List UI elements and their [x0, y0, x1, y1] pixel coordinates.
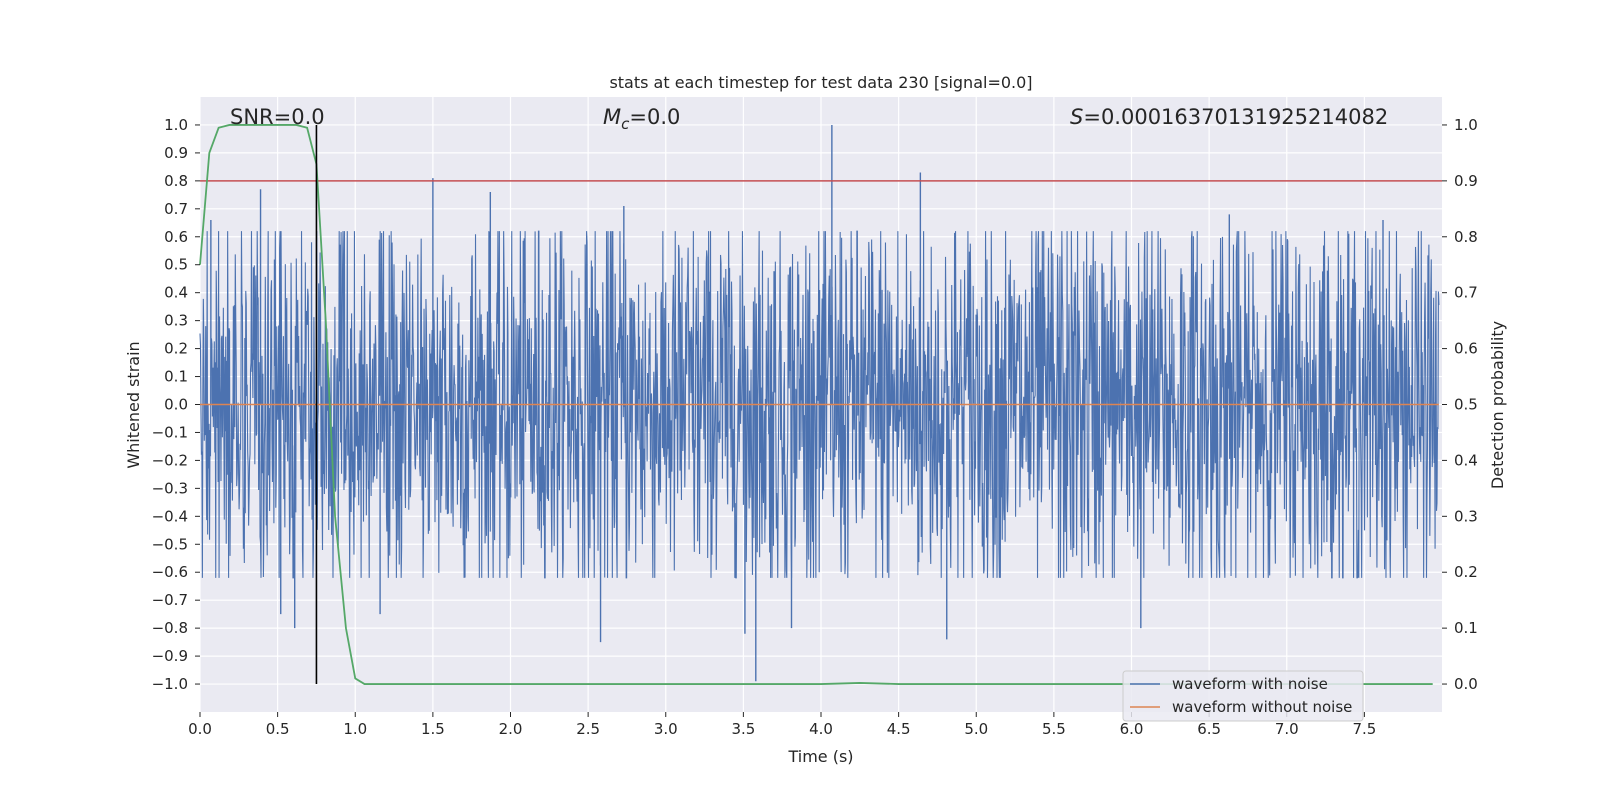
- y-tick-label-6: 0.4: [164, 284, 188, 302]
- y2-tick-label-9: 0.1: [1454, 619, 1478, 637]
- y-tick-label-0: 1.0: [164, 116, 188, 134]
- x-tick-label-10: 5.0: [964, 720, 988, 738]
- y-tick-label-12: −0.2: [152, 451, 188, 469]
- x-tick-label-7: 3.5: [731, 720, 755, 738]
- x-tick-label-0: 0.0: [188, 720, 212, 738]
- y-tick-label-15: −0.5: [152, 535, 188, 553]
- x-tick-label-11: 5.5: [1042, 720, 1066, 738]
- x-tick-label-8: 4.0: [809, 720, 833, 738]
- s-annotation: S=0.00016370131925214082: [1070, 105, 1388, 129]
- x-tick-label-9: 4.5: [887, 720, 911, 738]
- y-tick-label-9: 0.1: [164, 368, 188, 386]
- legend: waveform with noise waveform without noi…: [1122, 670, 1364, 722]
- y-tick-label-10: 0.0: [164, 396, 188, 414]
- legend-box: [1122, 670, 1364, 722]
- x-tick-label-6: 3.0: [654, 720, 678, 738]
- noise-trace: [199, 230, 1440, 579]
- y-tick-label-7: 0.3: [164, 312, 188, 330]
- y-tick-label-8: 0.2: [164, 340, 188, 358]
- overlay-lines: [199, 124, 1442, 685]
- chirp-mass-subscript: c: [621, 115, 630, 133]
- chirp-mass-annotation: Mc=0.0: [603, 105, 680, 133]
- y-tick-label-1: 0.9: [164, 144, 188, 162]
- y2-tick-label-10: 0.0: [1454, 675, 1478, 693]
- x-tick-label-1: 0.5: [266, 720, 290, 738]
- x-tick-label-3: 1.5: [421, 720, 445, 738]
- y2-tick-label-1: 0.9: [1454, 172, 1478, 190]
- chirp-mass-symbol: M: [603, 105, 621, 129]
- legend-label-clean: waveform without noise: [1172, 698, 1352, 716]
- x-tick-label-13: 6.5: [1197, 720, 1221, 738]
- y-tick-label-18: −0.8: [152, 619, 188, 637]
- chart-title: stats at each timestep for test data 230…: [609, 73, 1032, 92]
- y-tick-label-4: 0.6: [164, 228, 188, 246]
- y-tick-label-3: 0.7: [164, 200, 188, 218]
- y-tick-label-16: −0.6: [152, 563, 188, 581]
- x-tick-label-15: 7.5: [1352, 720, 1376, 738]
- s-value: =0.00016370131925214082: [1083, 105, 1388, 129]
- y2-tick-label-3: 0.7: [1454, 284, 1478, 302]
- y-axis-ticks: 1.0 0.9 0.8 0.7 0.6 0.5 0.4 0.3 0.2 0.1 0.0 −0.1 −0.…: [152, 116, 200, 693]
- detection-probability-line: [199, 124, 1433, 685]
- snr-annotation: SNR=0.0: [230, 105, 325, 129]
- y2-tick-label-8: 0.2: [1454, 563, 1478, 581]
- x-axis-ticks: 0.0 0.5 1.0 1.5 2.0 2.5 3.0 3.5 4.0 4.5 5.0 5.5 6.0 6…: [188, 712, 1376, 738]
- y-tick-label-11: −0.1: [152, 423, 188, 441]
- x-tick-label-12: 6.0: [1120, 720, 1144, 738]
- x-axis-label: Time (s): [787, 747, 853, 766]
- s-symbol: S: [1070, 105, 1083, 129]
- y2-tick-label-4: 0.6: [1454, 340, 1478, 358]
- y2-tick-label-5: 0.5: [1454, 396, 1478, 414]
- y-tick-label-20: −1.0: [152, 675, 188, 693]
- x-tick-label-5: 2.5: [576, 720, 600, 738]
- x-tick-label-4: 2.0: [499, 720, 523, 738]
- y-tick-label-19: −0.9: [152, 647, 188, 665]
- y-tick-label-2: 0.8: [164, 172, 188, 190]
- y-axis-label: Whitened strain: [124, 341, 143, 468]
- x-tick-label-2: 1.0: [343, 720, 367, 738]
- y2-tick-label-2: 0.8: [1454, 228, 1478, 246]
- legend-label-noise: waveform with noise: [1172, 675, 1328, 693]
- y-tick-label-13: −0.3: [152, 479, 188, 497]
- y-tick-label-14: −0.4: [152, 507, 188, 525]
- x-tick-label-14: 7.0: [1275, 720, 1299, 738]
- series-waveform-with-noise: [199, 124, 1440, 682]
- y2-tick-label-6: 0.4: [1454, 451, 1478, 469]
- y2-axis-label: Detection probability: [1488, 321, 1507, 489]
- chirp-mass-value: =0.0: [629, 105, 680, 129]
- y2-axis-ticks: 1.0 0.9 0.8 0.7 0.6 0.5 0.4 0.3 0.2 0.1 0.0: [1442, 116, 1478, 693]
- y2-tick-label-7: 0.3: [1454, 507, 1478, 525]
- y-tick-label-5: 0.5: [164, 256, 188, 274]
- y-tick-label-17: −0.7: [152, 591, 188, 609]
- y2-tick-label-0: 1.0: [1454, 116, 1478, 134]
